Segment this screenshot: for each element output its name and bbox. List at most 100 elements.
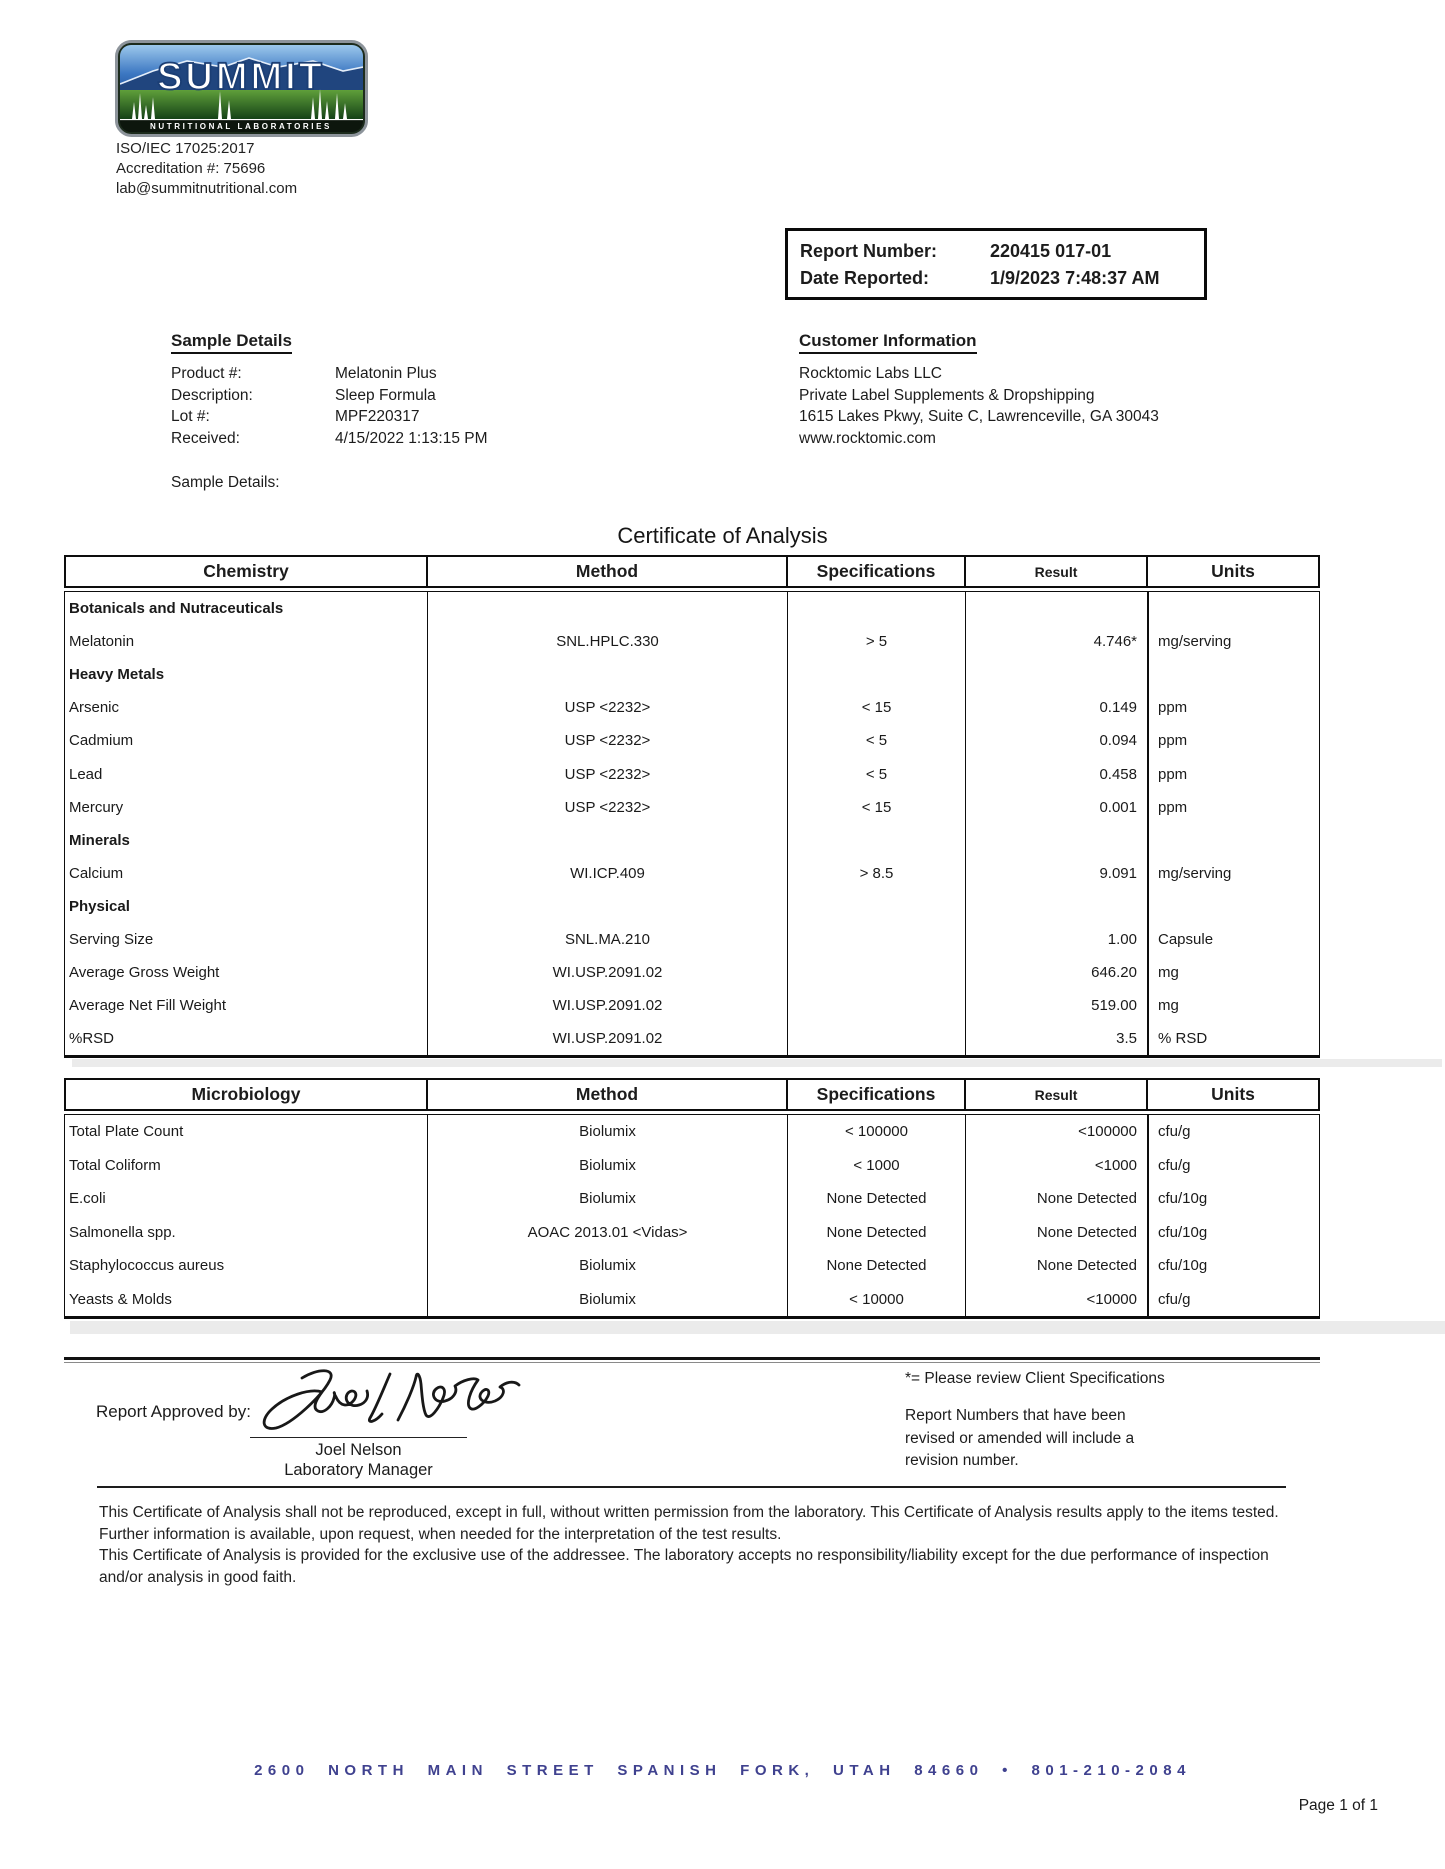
column-header-specifications: Specifications xyxy=(788,557,966,586)
result-cell: 9.091 xyxy=(965,856,1147,890)
units-cell: ppm xyxy=(1147,691,1319,725)
report-approved-by-label: Report Approved by: xyxy=(96,1402,251,1421)
spec-cell: > 5 xyxy=(787,625,965,659)
spec-cell: None Detected xyxy=(787,1215,965,1249)
column-header-specifications: Specifications xyxy=(788,1080,966,1109)
units-cell xyxy=(1147,658,1319,692)
table-row: Melatonin SNL.HPLC.330 > 5 4.746* mg/serving xyxy=(65,625,1319,659)
report-number-value: 220415 017-01 xyxy=(990,241,1112,261)
certificate-title: Certificate of Analysis xyxy=(617,523,828,548)
date-reported-row: Date Reported: 1/9/2023 7:48:37 AM xyxy=(800,265,1204,292)
units-cell: ppm xyxy=(1147,757,1319,791)
sample-detail-label: Received: xyxy=(171,429,240,447)
analyte-cell: Calcium xyxy=(69,864,124,882)
spec-cell: < 15 xyxy=(787,691,965,725)
spec-cell: < 100000 xyxy=(787,1115,965,1149)
analyte-cell: Average Gross Weight xyxy=(69,964,220,982)
units-cell: mg xyxy=(1147,956,1319,990)
spec-cell xyxy=(787,592,965,626)
column-header-units: Units xyxy=(1211,561,1255,581)
sample-detail-value: Melatonin Plus xyxy=(335,365,437,382)
accreditation-block: ISO/IEC 17025:2017 Accreditation #: 7569… xyxy=(116,139,297,199)
lab-email: lab@summitnutritional.com xyxy=(116,180,298,197)
table-row: Lead USP <2232> < 5 0.458 ppm xyxy=(65,757,1319,791)
result-cell: 0.458 xyxy=(965,757,1147,791)
chemistry-table: Botanicals and Nutraceuticals Melatonin SN… xyxy=(64,591,1320,1059)
analyte-cell: Total Plate Count xyxy=(69,1123,184,1141)
table-row: E.coli Biolumix None Detected None Detected… xyxy=(65,1182,1319,1216)
method-cell: AOAC 2013.01 <Vidas> xyxy=(427,1215,787,1249)
analyte-cell: Average Net Fill Weight xyxy=(69,997,227,1015)
result-cell: 0.001 xyxy=(965,790,1147,824)
analyte-cell: Staphylococcus aureus xyxy=(69,1257,225,1275)
result-cell xyxy=(965,592,1147,626)
method-cell: WI.USP.2091.02 xyxy=(427,1022,787,1056)
scan-shadow xyxy=(72,1059,1442,1067)
sample-details-extra-label: Sample Details: xyxy=(171,474,280,491)
table-row: Average Gross Weight WI.USP.2091.02 646.20… xyxy=(65,956,1319,990)
analyte-cell: Salmonella spp. xyxy=(69,1223,176,1241)
analyte-cell: Minerals xyxy=(69,831,130,849)
analyte-cell: Arsenic xyxy=(69,699,120,717)
result-cell: 519.00 xyxy=(965,989,1147,1023)
column-header-chemistry: Chemistry xyxy=(66,557,428,586)
spec-cell: < 5 xyxy=(787,724,965,758)
signature-line xyxy=(250,1437,467,1438)
spec-cell: None Detected xyxy=(787,1249,965,1283)
units-cell xyxy=(1147,889,1319,923)
result-cell xyxy=(965,658,1147,692)
units-cell: cfu/10g xyxy=(1147,1182,1319,1216)
result-cell: None Detected xyxy=(965,1249,1147,1283)
table-row: Serving Size SNL.MA.210 1.00 Capsule xyxy=(65,922,1319,957)
method-cell: WI.USP.2091.02 xyxy=(427,956,787,990)
category-row: Botanicals and Nutraceuticals xyxy=(65,592,1319,626)
result-cell xyxy=(965,823,1147,857)
mountain-logo-graphic: SUMMIT NUTRITIONAL LABORATORIES xyxy=(115,40,368,137)
customer-info-line: Rocktomic Labs LLC xyxy=(799,365,943,382)
units-cell: % RSD xyxy=(1147,1022,1319,1056)
disclaimer-paragraph-1: This Certificate of Analysis shall not b… xyxy=(99,1504,1279,1543)
spec-cell: < 5 xyxy=(787,757,965,791)
report-info-box: Report Number: 220415 017-01 Date Report… xyxy=(785,228,1207,300)
sample-detail-value: 4/15/2022 1:13:15 PM xyxy=(335,429,488,447)
method-cell: SNL.HPLC.330 xyxy=(427,625,787,659)
column-header-units: Units xyxy=(1211,1084,1255,1104)
spec-cell xyxy=(787,658,965,692)
units-cell: cfu/g xyxy=(1147,1148,1319,1182)
result-cell: <1000 xyxy=(965,1148,1147,1182)
category-row: Heavy Metals xyxy=(65,658,1319,692)
table-row: Calcium WI.ICP.409 > 8.5 9.091 mg/serving xyxy=(65,856,1319,890)
report-number-row: Report Number: 220415 017-01 xyxy=(800,238,1204,265)
spec-cell xyxy=(787,989,965,1023)
analyte-cell: Total Coliform xyxy=(69,1156,161,1174)
customer-info-line: 1615 Lakes Pkwy, Suite C, Lawrenceville,… xyxy=(799,408,1159,425)
method-cell: Biolumix xyxy=(427,1115,787,1149)
chromatogram-peaks xyxy=(132,89,347,119)
analyte-cell: Serving Size xyxy=(69,930,154,948)
spec-cell: < 15 xyxy=(787,790,965,824)
microbiology-table-header: Microbiology Method Specifications Result Un… xyxy=(64,1078,1320,1111)
analyte-cell: Mercury xyxy=(69,798,124,816)
sample-detail-value: MPF220317 xyxy=(335,408,420,425)
analyte-cell: Cadmium xyxy=(69,732,134,750)
spec-cell: < 10000 xyxy=(787,1282,965,1316)
sample-detail-row: Description: Sleep Formula xyxy=(171,385,488,407)
method-cell: SNL.MA.210 xyxy=(427,922,787,957)
analyte-cell: %RSD xyxy=(69,1030,115,1048)
result-cell: 646.20 xyxy=(965,956,1147,990)
sample-detail-label: Lot #: xyxy=(171,408,210,425)
method-cell: WI.USP.2091.02 xyxy=(427,989,787,1023)
category-row: Physical xyxy=(65,889,1319,923)
section-divider-rule xyxy=(64,1357,1320,1363)
customer-info-line: Private Label Supplements & Dropshipping xyxy=(799,386,1095,404)
result-cell: 4.746* xyxy=(965,625,1147,659)
analyte-cell: Botanicals and Nutraceuticals xyxy=(69,600,284,618)
method-cell xyxy=(427,823,787,857)
analyte-cell: Yeasts & Molds xyxy=(69,1290,172,1308)
units-cell: mg/serving xyxy=(1147,625,1319,659)
table-row: Yeasts & Molds Biolumix < 10000 <10000 cfu/g xyxy=(65,1282,1319,1316)
table-row: Average Net Fill Weight WI.USP.2091.02 519… xyxy=(65,989,1319,1023)
result-cell: 0.149 xyxy=(965,691,1147,725)
units-cell: ppm xyxy=(1147,790,1319,824)
